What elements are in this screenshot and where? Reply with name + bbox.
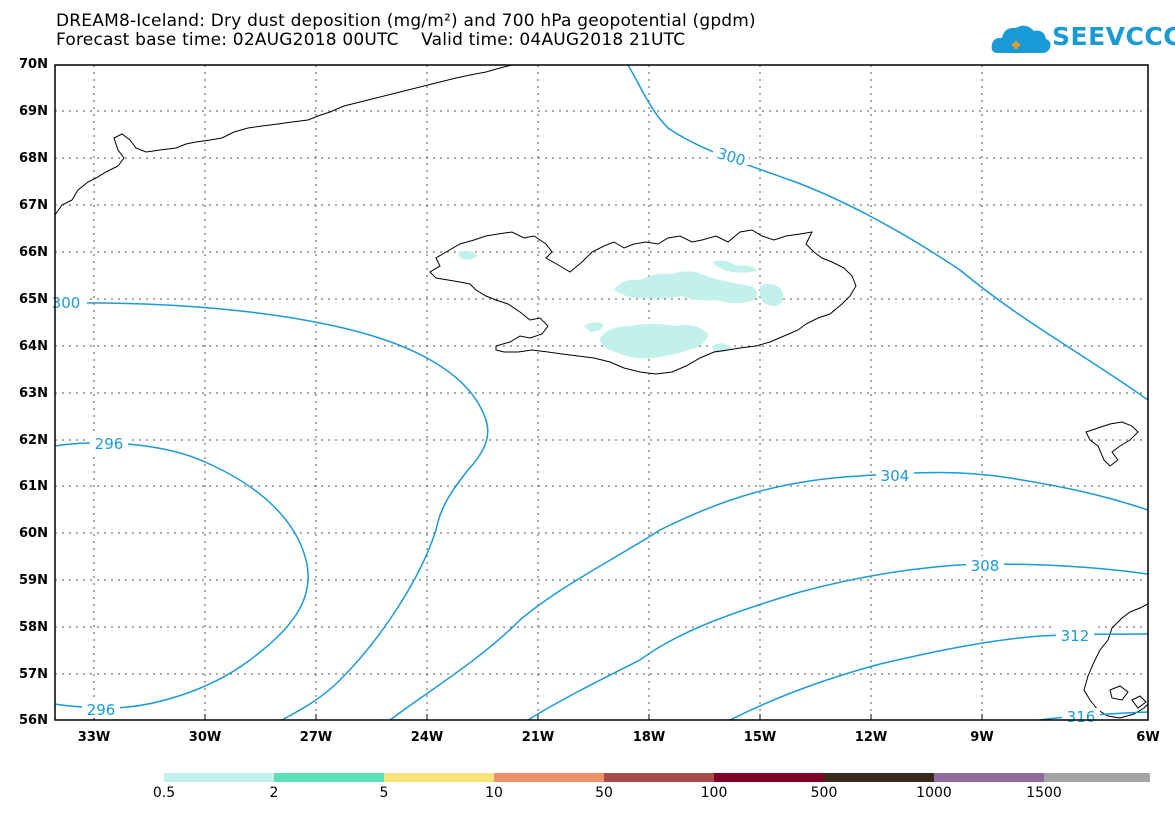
lat-label: 68N bbox=[19, 151, 48, 166]
colorbar-box bbox=[384, 773, 494, 782]
colorbar-box bbox=[714, 773, 824, 782]
colorbar-box bbox=[1044, 773, 1150, 782]
lon-label: 33W bbox=[77, 730, 111, 745]
scotland-coast bbox=[1083, 603, 1149, 719]
lat-label: 69N bbox=[19, 104, 48, 119]
contour-label: 316 bbox=[1067, 708, 1096, 726]
colorbar-label: 1500 bbox=[1026, 785, 1062, 801]
colorbar-label: 10 bbox=[485, 785, 503, 801]
lon-label: 24W bbox=[410, 730, 444, 745]
lat-label: 63N bbox=[19, 386, 48, 401]
contour-label: 312 bbox=[1061, 627, 1090, 645]
lon-label: 30W bbox=[188, 730, 222, 745]
colorbar-label: 1000 bbox=[916, 785, 952, 801]
colorbar-box bbox=[274, 773, 384, 782]
iceland-coast bbox=[429, 229, 857, 375]
colorbar-box bbox=[494, 773, 604, 782]
lon-label: 9W bbox=[970, 730, 994, 745]
lat-label: 57N bbox=[19, 667, 48, 682]
colorbar-box bbox=[164, 773, 274, 782]
axis-ticks bbox=[93, 714, 983, 720]
lat-label: 59N bbox=[19, 573, 48, 588]
cloud-logo-icon bbox=[991, 25, 1051, 53]
lat-label: 66N bbox=[19, 245, 48, 260]
lat-label: 60N bbox=[19, 526, 48, 541]
colorbar-box bbox=[824, 773, 934, 782]
dust-deposition bbox=[458, 250, 784, 359]
lat-label: 64N bbox=[19, 339, 48, 354]
lat-label: 62N bbox=[19, 433, 48, 448]
colorbar-box bbox=[604, 773, 714, 782]
colorbar-label: 50 bbox=[595, 785, 613, 801]
lon-label: 15W bbox=[743, 730, 777, 745]
lat-label: 61N bbox=[19, 479, 48, 494]
lat-label: 70N bbox=[19, 57, 48, 72]
colorbar-label: 500 bbox=[810, 785, 838, 801]
lon-label: 18W bbox=[632, 730, 666, 745]
greenland-coast bbox=[54, 64, 513, 216]
contour-label: 308 bbox=[971, 557, 1000, 575]
colorbar-label: 2 bbox=[269, 785, 279, 801]
contour-label: 304 bbox=[881, 467, 910, 485]
map-title: DREAM8-Iceland: Dry dust deposition (mg/… bbox=[56, 11, 756, 31]
contour-label: 300 bbox=[52, 294, 81, 312]
lat-label: 56N bbox=[19, 713, 48, 728]
contour-label: 296 bbox=[87, 701, 116, 719]
contour-label: 296 bbox=[95, 435, 124, 453]
lat-label: 58N bbox=[19, 620, 48, 635]
lat-label: 67N bbox=[19, 198, 48, 213]
colorbar-box bbox=[934, 773, 1044, 782]
colorbar-label: 0.5 bbox=[152, 785, 176, 801]
lat-label: 65N bbox=[19, 292, 48, 307]
map-subtitle: Forecast base time: 02AUG2018 00UTC Vali… bbox=[56, 30, 686, 50]
lon-label: 27W bbox=[299, 730, 333, 745]
lon-label: 21W bbox=[521, 730, 555, 745]
hebrides-coast bbox=[1109, 685, 1147, 709]
map-frame bbox=[54, 64, 1149, 721]
grid-lines bbox=[55, 65, 1148, 720]
lon-label: 6W bbox=[1136, 730, 1160, 745]
lon-label: 12W bbox=[854, 730, 888, 745]
colorbar-label: 5 bbox=[379, 785, 389, 801]
faroe-islands bbox=[1085, 421, 1139, 467]
colorbar-label: 100 bbox=[700, 785, 728, 801]
logo-text: SEEVCCC bbox=[1052, 22, 1175, 51]
